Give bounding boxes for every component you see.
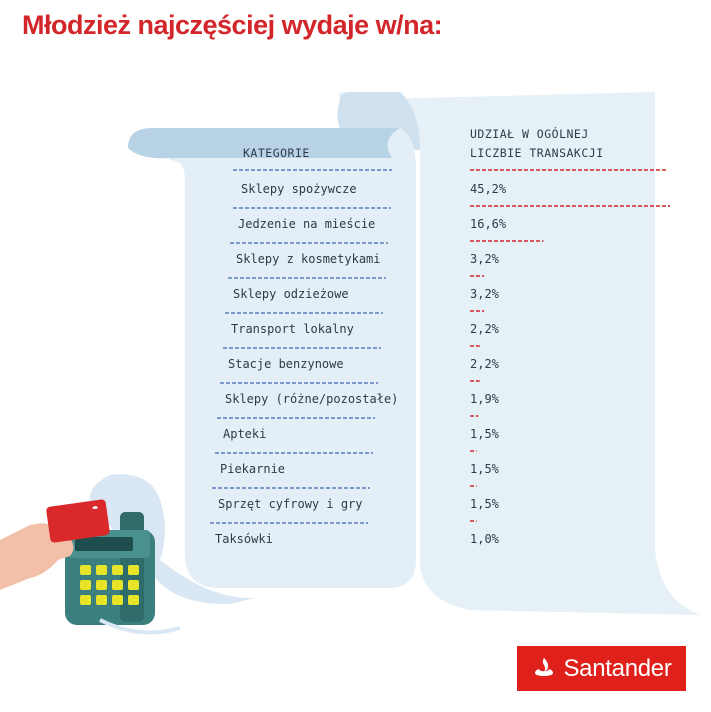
value-label: 3,2% (470, 287, 499, 301)
category-header: KATEGORIE (243, 144, 310, 163)
value-label: 3,2% (470, 252, 499, 266)
category-label: Transport lokalny (231, 322, 354, 336)
category-label: Stacje benzynowe (228, 357, 344, 371)
category-label: Apteki (223, 427, 267, 441)
value-label: 1,9% (470, 392, 499, 406)
receipt-front (150, 128, 416, 588)
share-header: UDZIAŁ W OGÓLNEJ LICZBIE TRANSAKCJI (470, 125, 604, 163)
value-label: 2,2% (470, 322, 499, 336)
page-title: Młodzież najczęściej wydaje w/na: (22, 10, 443, 40)
category-label: Sprzęt cyfrowy i gry (218, 497, 363, 511)
value-label: 1,5% (470, 497, 499, 511)
value-label: 45,2% (470, 182, 507, 196)
receipt-back (338, 92, 700, 615)
value-label: 1,5% (470, 462, 499, 476)
value-label: 2,2% (470, 357, 499, 371)
keypad (80, 565, 139, 605)
credit-card (46, 499, 110, 543)
category-label: Sklepy spożywcze (241, 182, 357, 196)
category-label: Piekarnie (220, 462, 286, 476)
value-label: 16,6% (470, 217, 507, 231)
category-label: Sklepy z kosmetykami (236, 252, 381, 266)
santander-logo: Santander (517, 646, 686, 691)
value-label: 1,0% (470, 532, 499, 546)
category-header-text: KATEGORIE (243, 146, 310, 160)
category-label: Taksówki (215, 532, 273, 546)
share-header-line2: LICZBIE TRANSAKCJI (470, 146, 604, 160)
share-header-line1: UDZIAŁ W OGÓLNEJ (470, 127, 589, 141)
category-label: Sklepy odzieżowe (233, 287, 349, 301)
brand-name: Santander (563, 654, 672, 682)
category-label: Sklepy (różne/pozostałe) (225, 392, 399, 406)
flame-icon (535, 657, 554, 676)
category-label: Jedzenie na mieście (238, 217, 376, 231)
value-label: 1,5% (470, 427, 499, 441)
